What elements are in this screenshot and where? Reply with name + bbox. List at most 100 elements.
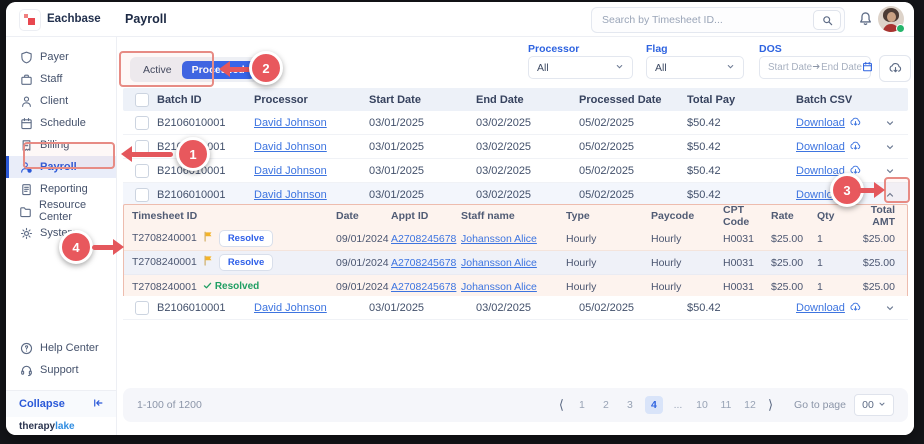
resolve-button[interactable]: Resolve <box>218 253 274 272</box>
help-icon <box>19 341 33 355</box>
collapse-button[interactable]: Collapse <box>6 390 116 417</box>
export-cloud-button[interactable] <box>879 55 911 82</box>
page-button[interactable]: 1 <box>579 399 585 411</box>
sidebar-item-label: Staff <box>40 73 63 85</box>
shield-icon <box>19 50 33 64</box>
next-page-chevron[interactable]: ⟩ <box>767 397 774 412</box>
processor-link[interactable]: David Johnson <box>254 301 327 314</box>
flag-icon <box>203 231 213 245</box>
dos-date-range-input[interactable]: Start Date End Date <box>759 56 873 79</box>
page-size-select[interactable]: 00 <box>854 394 894 416</box>
collapse-row-chevron[interactable] <box>872 190 908 200</box>
pagination-pages: ⟨ 1 2 3 4 ... 10 11 12 ⟩ <box>556 396 776 414</box>
folder-icon <box>19 204 32 218</box>
table-row: B2106010001 David Johnson 03/01/2025 03/… <box>123 111 908 135</box>
cloud-download-icon <box>849 301 862 315</box>
calendar-icon <box>19 116 33 130</box>
page-button[interactable]: 11 <box>720 399 732 411</box>
row-checkbox[interactable] <box>135 187 149 202</box>
sidebar-item-help-center[interactable]: Help Center <box>6 337 116 359</box>
appt-id-link[interactable]: A2708245678 <box>391 280 457 293</box>
timesheet-row: T2708240001 Resolved 09/01/2024 A2708245… <box>132 280 895 293</box>
page-button[interactable]: 2 <box>603 399 609 411</box>
appt-id-link[interactable]: A2708245678 <box>391 232 457 245</box>
sidebar-item-staff[interactable]: Staff <box>6 68 116 90</box>
user-avatar[interactable] <box>878 6 905 33</box>
pagination-bar: 1-100 of 1200 ⟨ 1 2 3 4 ... 10 11 12 ⟩ G… <box>123 388 908 422</box>
appt-id-link[interactable]: A2708245678 <box>391 256 457 269</box>
cloud-download-icon <box>849 164 862 178</box>
download-link[interactable]: Download <box>796 116 845 129</box>
cloud-download-icon <box>849 116 862 130</box>
flag-filter-label: Flag <box>646 43 668 55</box>
download-link[interactable]: Download <box>796 301 845 314</box>
pagination-range: 1-100 of 1200 <box>137 399 202 411</box>
search-input[interactable] <box>600 8 804 32</box>
batches-table: Batch ID Processor Start Date End Date P… <box>123 88 908 207</box>
toggle-active[interactable]: Active <box>143 63 172 76</box>
staff-name-link[interactable]: Johansson Alice <box>461 232 537 245</box>
sidebar-nav: Payer Staff Client Schedule Billing <box>6 36 116 244</box>
page-button[interactable]: 12 <box>744 399 756 411</box>
search-icon[interactable] <box>813 10 841 30</box>
table-row: B2106010001 David Johnson 03/01/2025 03/… <box>123 135 908 159</box>
processor-link[interactable]: David Johnson <box>254 164 327 177</box>
col-batch-csv: Batch CSV <box>796 93 853 106</box>
col-total-pay: Total Pay <box>687 93 736 106</box>
table-row: B2106010001 David Johnson 03/01/2025 03/… <box>123 296 908 320</box>
expand-row-chevron[interactable] <box>872 142 908 152</box>
timesheet-subtable: Timesheet ID Date Appt ID Staff name Typ… <box>123 204 908 299</box>
dos-filter-label: DOS <box>759 43 782 55</box>
flag-filter-dropdown[interactable]: All <box>646 56 744 79</box>
page-button[interactable]: 3 <box>627 399 633 411</box>
eachbase-logo-icon <box>19 9 41 31</box>
col-processed-date: Processed Date <box>579 93 662 106</box>
expand-row-chevron[interactable] <box>872 166 908 176</box>
processor-filter-dropdown[interactable]: All <box>528 56 633 79</box>
collapse-icon <box>92 397 104 412</box>
sidebar-item-reporting[interactable]: Reporting <box>6 178 116 200</box>
prev-page-chevron[interactable]: ⟨ <box>558 397 564 412</box>
gear-icon <box>19 226 33 240</box>
flag-icon <box>203 255 213 269</box>
calendar-icon <box>862 61 873 75</box>
sidebar-item-support[interactable]: Support <box>6 359 116 381</box>
page-button[interactable]: 10 <box>696 399 708 411</box>
processor-link[interactable]: David Johnson <box>254 188 327 201</box>
staff-name-link[interactable]: Johansson Alice <box>461 256 537 269</box>
sidebar-help-section: Help Center Support <box>6 337 116 381</box>
timesheet-row: T2708240001 Resolve 09/01/2024 A27082456… <box>124 251 907 275</box>
expand-row-chevron[interactable] <box>872 118 908 128</box>
sidebar-item-label: Support <box>40 364 79 376</box>
download-link[interactable]: Download <box>796 164 845 177</box>
col-end-date: End Date <box>476 93 524 106</box>
table-row: B2106010001 David Johnson 03/01/2025 03/… <box>123 159 908 183</box>
staff-name-link[interactable]: Johansson Alice <box>461 280 537 293</box>
sidebar-item-client[interactable]: Client <box>6 90 116 112</box>
cloud-download-icon <box>849 140 862 154</box>
annotation-box-toggle <box>119 51 214 87</box>
annotation-circle-4: 4 <box>59 230 93 264</box>
resolve-button[interactable]: Resolve <box>218 229 274 248</box>
sidebar-item-payer[interactable]: Payer <box>6 46 116 68</box>
processor-link[interactable]: David Johnson <box>254 116 327 129</box>
row-checkbox[interactable] <box>135 115 149 130</box>
sidebar-item-label: Payer <box>40 51 69 63</box>
col-start-date: Start Date <box>369 93 421 106</box>
select-all-checkbox[interactable] <box>135 92 149 107</box>
sidebar-item-schedule[interactable]: Schedule <box>6 112 116 134</box>
processor-link[interactable]: David Johnson <box>254 140 327 153</box>
notifications-bell-icon[interactable] <box>858 11 874 27</box>
expand-row-chevron[interactable] <box>872 303 908 313</box>
row-checkbox[interactable] <box>135 300 149 315</box>
cloud-download-icon <box>888 61 903 77</box>
table-header-row: Batch ID Processor Start Date End Date P… <box>123 88 908 111</box>
person-icon <box>19 94 33 108</box>
report-icon <box>19 182 33 196</box>
sidebar-item-label: Resource Center <box>39 199 87 223</box>
row-checkbox[interactable] <box>135 163 149 178</box>
sidebar-item-resource-center[interactable]: Resource Center <box>6 199 116 223</box>
download-link[interactable]: Download <box>796 140 845 153</box>
annotation-box-payroll <box>23 142 115 169</box>
current-page-button[interactable]: 4 <box>644 396 663 414</box>
